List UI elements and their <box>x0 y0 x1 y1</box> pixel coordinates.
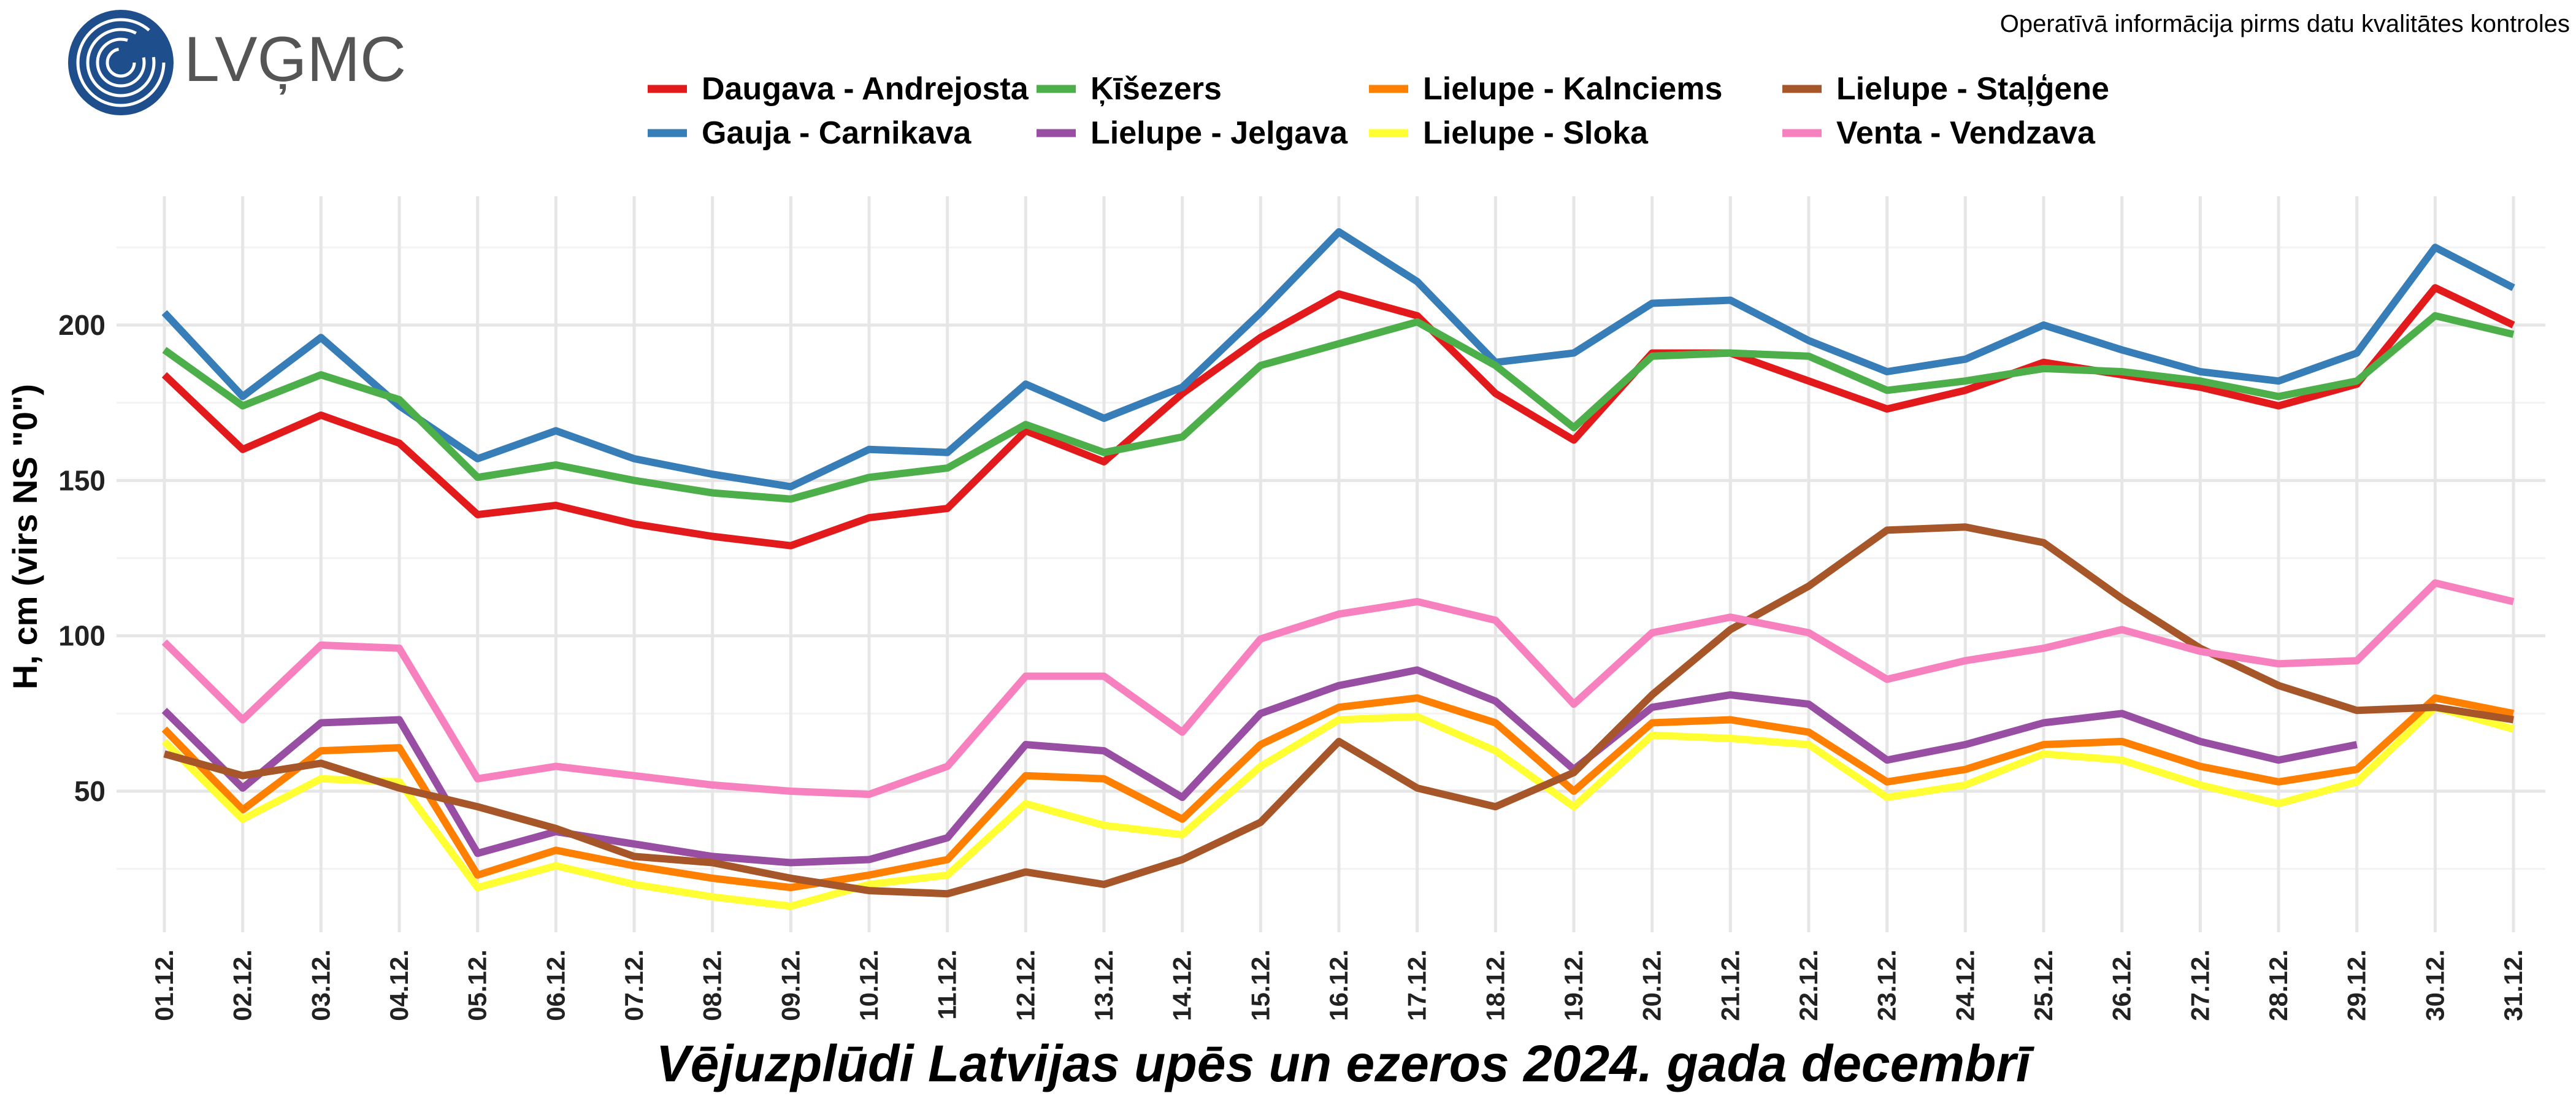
x-tick-label: 07.12. <box>619 949 648 1021</box>
x-tick-label: 13.12. <box>1089 949 1118 1021</box>
legend-item: Lielupe - Jelgava <box>1037 115 1348 151</box>
x-tick-label: 06.12. <box>541 949 570 1021</box>
legend-label: Ķīšezers <box>1091 71 1222 107</box>
x-tick-label: 12.12. <box>1011 949 1040 1021</box>
legend: Daugava - Andrejosta Gauja - Carnikava Ķīš… <box>648 71 2109 151</box>
y-axis-label: H, cm (virs NS "0") <box>6 384 44 689</box>
x-tick-label: 11.12. <box>933 949 962 1019</box>
x-tick-label: 24.12. <box>1950 949 1979 1021</box>
x-tick-label: 25.12. <box>2029 949 2058 1021</box>
series-line-lielupe-kalnciems <box>161 694 2515 892</box>
x-tick-label: 08.12. <box>698 949 727 1021</box>
x-tick-label: 16.12. <box>1324 949 1353 1021</box>
legend-label: Daugava - Andrejosta <box>702 71 1029 107</box>
x-tick-label: 20.12. <box>1638 949 1666 1021</box>
notice-text: Operatīvā informācija pirms datu kvalitā… <box>2000 10 2570 37</box>
x-tick-label: 28.12. <box>2264 949 2293 1021</box>
x-tick-label: 23.12. <box>1873 949 1901 1021</box>
y-tick-label: 50 <box>74 775 105 807</box>
logo: LVĢMC <box>68 10 406 115</box>
legend-item: Lielupe - Sloka <box>1369 115 1649 151</box>
x-tick-label: 18.12. <box>1481 949 1509 1021</box>
y-tick-label: 150 <box>58 464 105 496</box>
x-tick-label: 27.12. <box>2185 949 2214 1021</box>
x-tick-label: 01.12. <box>150 949 178 1021</box>
x-tick-label: 04.12. <box>385 949 413 1021</box>
y-tick-label: 100 <box>58 620 105 652</box>
x-tick-label: 19.12. <box>1559 949 1588 1021</box>
legend-item: Venta - Vendzava <box>1782 115 2096 151</box>
legend-item: Gauja - Carnikava <box>648 115 972 151</box>
x-tick-label: 10.12. <box>854 949 883 1021</box>
x-tick-label: 17.12. <box>1403 949 1432 1021</box>
x-tick-label: 21.12. <box>1715 949 1744 1021</box>
x-tick-label: 14.12. <box>1168 949 1197 1021</box>
x-tick-label: 29.12. <box>2342 949 2371 1021</box>
legend-label: Venta - Vendzava <box>1836 115 2096 151</box>
series-line-lielupe-jelgava <box>161 666 2358 867</box>
legend-item: Daugava - Andrejosta <box>648 71 1029 107</box>
series-line-gauja-carnikava <box>161 228 2515 491</box>
chart-title: Vējuzplūdi Latvijas upēs un ezeros 2024.… <box>656 1035 2035 1092</box>
series-lines <box>161 228 2515 910</box>
series-line-kisezers <box>162 312 2515 503</box>
legend-item: Ķīšezers <box>1037 71 1222 107</box>
x-axis-ticks: 01.12. 02.12. 03.12. 04.12. 05.12. 06.12. 07.1… <box>150 949 2528 1021</box>
grid-major <box>117 196 2545 932</box>
x-tick-label: 02.12. <box>228 949 257 1021</box>
y-axis-ticks: 50 100 150 200 <box>58 309 105 807</box>
legend-label: Lielupe - Staļģene <box>1836 71 2109 107</box>
series-line-lielupe-sloka <box>161 703 2515 910</box>
logo-globe-icon <box>68 10 174 115</box>
x-tick-label: 30.12. <box>2420 949 2449 1021</box>
logo-text: LVĢMC <box>184 24 406 95</box>
x-tick-label: 03.12. <box>306 949 335 1021</box>
legend-label: Gauja - Carnikava <box>702 115 972 151</box>
legend-item: Lielupe - Kalnciems <box>1369 71 1722 107</box>
x-tick-label: 05.12. <box>463 949 492 1021</box>
x-tick-label: 09.12. <box>776 949 805 1021</box>
legend-item: Lielupe - Staļģene <box>1782 71 2109 107</box>
x-tick-label: 31.12. <box>2499 949 2528 1021</box>
series-line-lielupe-stalgene <box>163 523 2514 898</box>
series-line-venta-vendzava <box>161 579 2515 799</box>
legend-label: Lielupe - Jelgava <box>1091 115 1348 151</box>
legend-label: Lielupe - Sloka <box>1423 115 1649 151</box>
y-tick-label: 200 <box>58 309 105 341</box>
x-tick-label: 26.12. <box>2107 949 2136 1021</box>
x-tick-label: 15.12. <box>1246 949 1275 1021</box>
legend-label: Lielupe - Kalnciems <box>1423 71 1722 107</box>
x-tick-label: 22.12. <box>1794 949 1823 1021</box>
